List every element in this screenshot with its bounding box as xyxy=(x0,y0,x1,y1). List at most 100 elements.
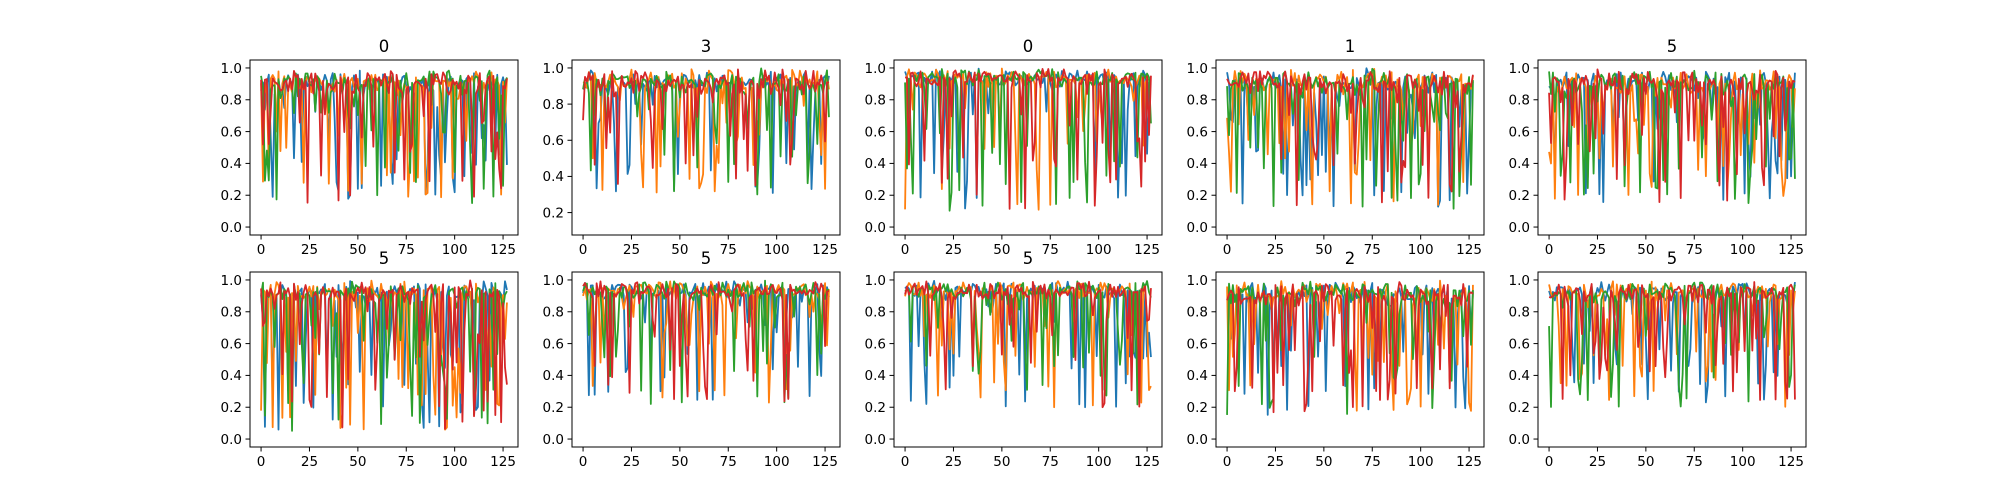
subplot-5: 0 25 50 75 100 125 0.0 0.2 0.4 0.6 0.8 1.0 5 xyxy=(1509,37,1807,258)
y-tick-label: 0.2 xyxy=(1509,400,1530,416)
x-tick-label: 100 xyxy=(1086,454,1112,470)
series-line xyxy=(260,69,508,204)
x-tick-label: 125 xyxy=(1134,454,1160,470)
x-tick-label: 50 xyxy=(349,242,366,258)
x-tick-label: 125 xyxy=(490,454,516,470)
x-tick-label: 100 xyxy=(1730,454,1756,470)
x-tick-label: 50 xyxy=(993,454,1010,470)
y-tick-label: 0.6 xyxy=(865,336,886,352)
y-tick-label: 0.4 xyxy=(543,169,564,185)
y-tick-label: 0.6 xyxy=(1187,336,1208,352)
series-line xyxy=(1226,280,1474,415)
series-line xyxy=(582,280,830,403)
y-tick-label: 0.2 xyxy=(1509,188,1530,204)
y-tick-label: 1.0 xyxy=(221,61,242,77)
y-tick-label: 0.6 xyxy=(1509,124,1530,140)
x-tick-label: 25 xyxy=(301,454,318,470)
x-tick-label: 0 xyxy=(1545,454,1554,470)
series-line xyxy=(260,280,508,432)
axes-frame xyxy=(893,271,1163,448)
y-tick-label: 0.2 xyxy=(221,188,242,204)
y-tick-label: 0.8 xyxy=(1187,93,1208,109)
y-tick-label: 0.4 xyxy=(865,156,886,172)
y-tick-label: 0.2 xyxy=(1187,400,1208,416)
y-tick-label: 0.4 xyxy=(1187,368,1208,384)
x-tick-label: 25 xyxy=(623,242,640,258)
series-line xyxy=(1548,69,1796,204)
subplot-4: 0 25 50 75 100 125 0.0 0.2 0.4 0.6 0.8 1.0 1 xyxy=(1187,37,1485,258)
y-tick-label: 1.0 xyxy=(1187,61,1208,77)
y-tick-label: 0.2 xyxy=(865,188,886,204)
x-tick-label: 100 xyxy=(764,242,790,258)
x-tick-label: 0 xyxy=(257,242,266,258)
series-line xyxy=(260,279,508,430)
x-tick-label: 100 xyxy=(1086,242,1112,258)
x-tick-label: 100 xyxy=(764,454,790,470)
y-tick-label: 0.0 xyxy=(1509,432,1530,448)
series-group xyxy=(582,279,830,405)
y-tick-label: 0.6 xyxy=(1509,336,1530,352)
y-tick-label: 0.0 xyxy=(1187,220,1208,236)
y-tick-label: 0.6 xyxy=(1187,124,1208,140)
y-tick-label: 1.0 xyxy=(543,273,564,289)
y-tick-label: 0.8 xyxy=(221,305,242,321)
y-tick-label: 0.8 xyxy=(1509,305,1530,321)
x-tick-label: 25 xyxy=(1267,242,1284,258)
y-tick-label: 0.8 xyxy=(865,93,886,109)
x-tick-label: 50 xyxy=(1315,454,1332,470)
y-tick-label: 1.0 xyxy=(1509,61,1530,77)
x-tick-label: 50 xyxy=(1637,454,1654,470)
subplot-title: 1 xyxy=(1345,37,1356,56)
y-tick-label: 1.0 xyxy=(1187,273,1208,289)
y-tick-label: 0.0 xyxy=(543,432,564,448)
x-tick-label: 75 xyxy=(398,242,415,258)
y-tick-label: 0.2 xyxy=(543,205,564,221)
axes-frame xyxy=(571,59,841,236)
axes-frame xyxy=(1537,59,1807,236)
y-tick-label: 0.2 xyxy=(221,400,242,416)
subplot-3: 0 25 50 75 100 125 0.0 0.2 0.4 0.6 0.8 1.0 0 xyxy=(865,37,1163,258)
y-tick-label: 0.0 xyxy=(221,220,242,236)
y-tick-label: 0.2 xyxy=(543,400,564,416)
subplot-10: 0 25 50 75 100 125 0.0 0.2 0.4 0.6 0.8 1.0 5 xyxy=(1509,249,1807,470)
axes-frame xyxy=(1215,271,1485,448)
x-tick-label: 125 xyxy=(1778,454,1804,470)
y-tick-label: 1.0 xyxy=(543,61,564,77)
subplot-title: 2 xyxy=(1345,249,1356,268)
subplot-6: 0 25 50 75 100 125 0.0 0.2 0.4 0.6 0.8 1.0 5 xyxy=(221,249,519,470)
series-line xyxy=(1548,281,1796,401)
subplot-title: 0 xyxy=(379,37,390,56)
series-line xyxy=(1548,68,1796,203)
y-tick-label: 0.2 xyxy=(1187,188,1208,204)
x-tick-label: 25 xyxy=(1589,454,1606,470)
x-tick-label: 0 xyxy=(257,454,266,470)
x-tick-label: 0 xyxy=(1223,242,1232,258)
y-tick-label: 0.8 xyxy=(1509,93,1530,109)
x-tick-label: 75 xyxy=(720,454,737,470)
subplot-title: 5 xyxy=(701,249,712,268)
y-tick-label: 0.6 xyxy=(221,124,242,140)
x-tick-label: 75 xyxy=(1364,242,1381,258)
x-tick-label: 50 xyxy=(1315,242,1332,258)
x-tick-label: 0 xyxy=(901,242,910,258)
y-tick-label: 1.0 xyxy=(1509,273,1530,289)
series-group xyxy=(1226,279,1474,416)
x-tick-label: 125 xyxy=(812,454,838,470)
x-tick-label: 75 xyxy=(1364,454,1381,470)
y-tick-label: 0.0 xyxy=(221,432,242,448)
x-tick-label: 125 xyxy=(1456,242,1482,258)
series-group xyxy=(1548,68,1796,204)
series-group xyxy=(260,69,508,205)
x-tick-label: 50 xyxy=(993,242,1010,258)
y-tick-label: 0.8 xyxy=(865,305,886,321)
x-tick-label: 75 xyxy=(1686,454,1703,470)
subplot-title: 0 xyxy=(1023,37,1034,56)
axes-frame xyxy=(893,59,1163,236)
axes-frame xyxy=(249,271,519,448)
y-tick-label: 0.0 xyxy=(1509,220,1530,236)
x-tick-label: 75 xyxy=(1042,242,1059,258)
y-tick-label: 0.6 xyxy=(543,133,564,149)
y-tick-label: 1.0 xyxy=(865,61,886,77)
x-tick-label: 50 xyxy=(1637,242,1654,258)
